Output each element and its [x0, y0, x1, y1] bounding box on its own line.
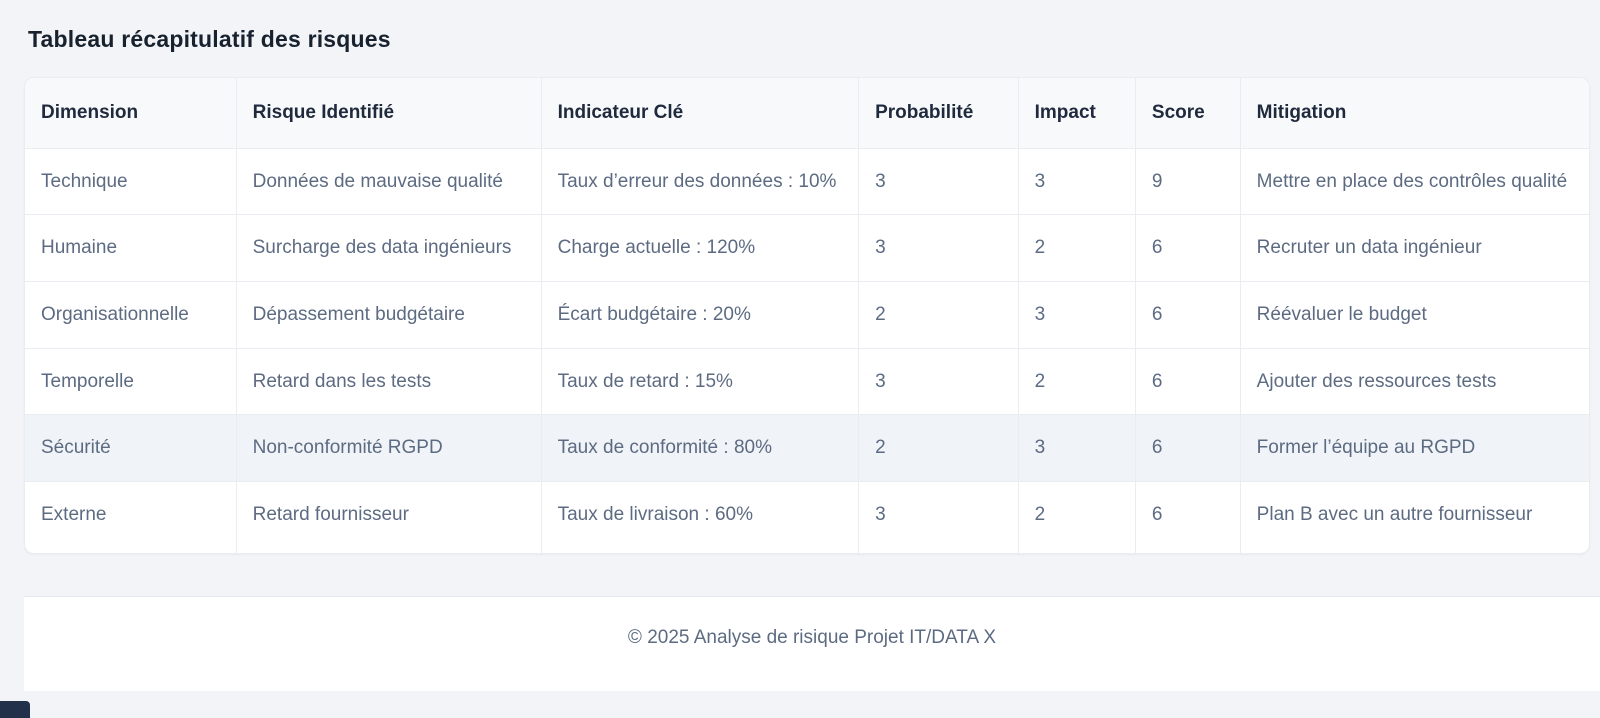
- cell-probabilite: 3: [858, 147, 1019, 215]
- column-header-indicateur-cle: Indicateur Clé: [541, 78, 860, 149]
- cell-probabilite: 2: [858, 414, 1019, 482]
- header-row: Dimension Risque Identifié Indicateur Cl…: [25, 78, 1589, 149]
- risk-table: Dimension Risque Identifié Indicateur Cl…: [25, 78, 1589, 554]
- bottom-left-cutoff-element[interactable]: [0, 701, 30, 718]
- cell-risque: Retard fournisseur: [236, 480, 542, 554]
- cell-mitigation: Mettre en place des contrôles qualité: [1240, 147, 1589, 215]
- cell-mitigation: Réévaluer le budget: [1240, 280, 1589, 349]
- cell-mitigation: Recruter un data ingénieur: [1240, 214, 1589, 282]
- table-row: Organisationnelle Dépassement budgétaire…: [25, 280, 1589, 349]
- cell-score: 6: [1135, 214, 1241, 282]
- column-header-mitigation: Mitigation: [1240, 78, 1589, 149]
- table-row: Sécurité Non-conformité RGPD Taux de con…: [25, 414, 1589, 482]
- cell-mitigation: Former l’équipe au RGPD: [1240, 414, 1589, 482]
- column-header-probabilite: Probabilité: [858, 78, 1019, 149]
- table-row: Technique Données de mauvaise qualité Ta…: [25, 147, 1589, 215]
- cell-impact: 2: [1018, 347, 1136, 415]
- cell-dimension: Technique: [25, 147, 237, 215]
- cell-risque: Retard dans les tests: [236, 347, 542, 415]
- table-row: Temporelle Retard dans les tests Taux de…: [25, 347, 1589, 415]
- cell-mitigation: Ajouter des ressources tests: [1240, 347, 1589, 415]
- cell-dimension: Sécurité: [25, 414, 237, 482]
- column-header-score: Score: [1135, 78, 1241, 149]
- cell-dimension: Externe: [25, 480, 237, 554]
- cell-risque: Surcharge des data ingénieurs: [236, 214, 542, 282]
- risk-table-body: Technique Données de mauvaise qualité Ta…: [25, 147, 1589, 554]
- cell-mitigation: Plan B avec un autre fournisseur: [1240, 480, 1589, 554]
- cell-dimension: Temporelle: [25, 347, 237, 415]
- cell-probabilite: 3: [858, 214, 1019, 282]
- cell-indicateur: Taux de conformité : 80%: [541, 414, 860, 482]
- cell-indicateur: Taux de livraison : 60%: [541, 480, 860, 554]
- cell-score: 9: [1135, 147, 1241, 215]
- cell-score: 6: [1135, 480, 1241, 554]
- cell-risque: Données de mauvaise qualité: [236, 147, 542, 215]
- column-header-dimension: Dimension: [25, 78, 237, 149]
- cell-probabilite: 3: [858, 347, 1019, 415]
- cell-score: 6: [1135, 414, 1241, 482]
- cell-impact: 2: [1018, 214, 1136, 282]
- cell-risque: Non-conformité RGPD: [236, 414, 542, 482]
- cell-dimension: Organisationnelle: [25, 280, 237, 349]
- cell-impact: 3: [1018, 280, 1136, 349]
- main-content: Tableau récapitulatif des risques Dimens…: [24, 26, 1590, 555]
- cell-risque: Dépassement budgétaire: [236, 280, 542, 349]
- cell-indicateur: Écart budgétaire : 20%: [541, 280, 860, 349]
- cell-indicateur: Taux de retard : 15%: [541, 347, 860, 415]
- cell-indicateur: Charge actuelle : 120%: [541, 214, 860, 282]
- column-header-impact: Impact: [1018, 78, 1136, 149]
- risk-table-header: Dimension Risque Identifié Indicateur Cl…: [25, 78, 1589, 149]
- column-header-risque-identifie: Risque Identifié: [236, 78, 542, 149]
- table-row: Externe Retard fournisseur Taux de livra…: [25, 480, 1589, 554]
- risk-table-card: Dimension Risque Identifié Indicateur Cl…: [24, 77, 1590, 555]
- cell-indicateur: Taux d’erreur des données : 10%: [541, 147, 860, 215]
- page-title: Tableau récapitulatif des risques: [28, 26, 391, 52]
- copyright-text: © 2025 Analyse de risique Projet IT/DATA…: [627, 627, 997, 649]
- cell-dimension: Humaine: [25, 214, 237, 282]
- cell-score: 6: [1135, 347, 1241, 415]
- cell-probabilite: 3: [858, 480, 1019, 554]
- table-row: Humaine Surcharge des data ingénieurs Ch…: [25, 214, 1589, 282]
- cell-impact: 3: [1018, 147, 1136, 215]
- cell-score: 6: [1135, 280, 1241, 349]
- cell-impact: 3: [1018, 414, 1136, 482]
- cell-impact: 2: [1018, 480, 1136, 554]
- page-footer: © 2025 Analyse de risique Projet IT/DATA…: [24, 596, 1600, 692]
- cell-probabilite: 2: [858, 280, 1019, 349]
